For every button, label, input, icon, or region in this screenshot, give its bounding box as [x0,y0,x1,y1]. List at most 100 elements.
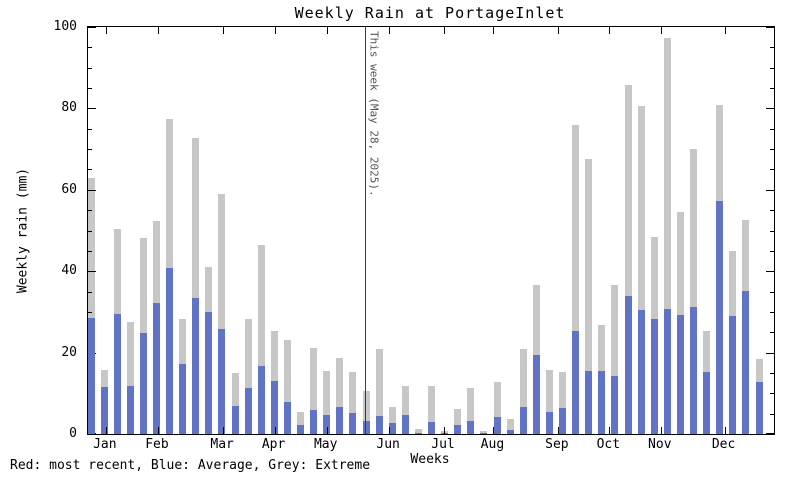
extreme-bar-week-32 [493,382,501,434]
month-label-jun: Jun [376,437,400,452]
y-tick [88,88,92,90]
y-tick [770,413,774,415]
month-tick [444,427,446,434]
y-tick [88,27,96,28]
average-bar-week-34 [519,406,527,434]
extreme-bar-week-16 [283,339,291,434]
month-label-feb: Feb [145,437,169,452]
average-bar-week-20 [336,406,344,434]
month-tick [157,27,159,34]
month-tick [493,27,495,34]
y-tick [766,433,774,434]
average-bar-week-50 [729,316,737,434]
average-bar-week-29 [454,425,462,434]
this-week-line [365,27,367,434]
average-bar-week-39 [585,370,593,434]
extreme-bar-week-20 [336,357,344,434]
extreme-bar-week-36 [545,369,553,434]
y-tick-label: 0 [69,426,77,441]
y-tick [770,210,774,212]
average-bar-week-25 [401,415,409,434]
month-tick [660,427,662,434]
y-tick [88,311,92,313]
month-tick [557,427,559,434]
extreme-bar-week-31 [480,431,488,434]
y-tick [88,67,92,69]
extreme-bar-week-39 [585,159,593,434]
y-tick [770,149,774,151]
month-tick [389,427,391,434]
average-bar-week-1 [87,318,95,434]
average-bar-week-6 [152,302,160,434]
month-tick [326,427,328,434]
average-bar-week-5 [139,332,147,434]
month-tick [557,27,559,34]
average-bar-week-45 [663,308,671,434]
average-bar-week-17 [297,425,305,434]
month-tick [326,27,328,34]
y-tick [88,47,92,49]
extreme-bar-week-27 [428,386,436,434]
extreme-bar-week-47 [690,148,697,434]
average-bar-week-9 [192,298,200,434]
average-bar-week-40 [598,370,606,434]
average-bar-week-51 [742,290,750,434]
average-bar-week-13 [244,387,252,434]
average-bar-week-44 [650,319,658,434]
y-tick [88,230,92,232]
extreme-bar-week-43 [637,106,645,434]
extreme-bar-week-1 [87,177,95,434]
average-bar-week-41 [611,375,619,434]
average-bar-week-35 [532,355,540,434]
extreme-bar-week-41 [611,284,619,434]
extreme-bar-week-29 [454,408,462,434]
y-tick-label: 20 [61,344,77,360]
y-tick [770,169,774,171]
month-tick [493,427,495,434]
legend-note: Red: most recent, Blue: Average, Grey: E… [10,458,371,473]
extreme-bar-week-26 [414,429,422,434]
extreme-bar-week-9 [192,138,200,434]
y-tick [770,393,774,395]
average-bar-week-11 [218,328,226,434]
month-label-sep: Sep [545,437,569,452]
average-bar-week-26 [414,432,422,434]
average-bar-week-46 [676,314,684,434]
y-tick [766,189,774,191]
extreme-bar-week-38 [572,124,580,434]
month-tick [157,427,159,434]
extreme-bar-week-42 [624,85,632,434]
month-label-jul: Jul [431,437,455,452]
y-tick [88,271,96,273]
month-label-dec: Dec [711,437,736,452]
average-bar-week-2 [100,386,108,434]
average-bar-week-15 [270,380,278,434]
y-tick [766,108,774,110]
y-tick [770,311,774,313]
month-label-nov: Nov [648,437,672,452]
extreme-bar-week-34 [519,349,527,434]
extreme-bar-week-14 [257,245,265,434]
month-tick [274,27,276,34]
y-tick [88,210,92,212]
extreme-bar-week-21 [349,372,357,434]
extreme-bar-week-19 [323,370,331,434]
average-bar-week-12 [231,406,239,434]
extreme-bar-week-30 [467,388,475,434]
month-tick [660,27,662,34]
y-tick-label: 80 [61,100,77,116]
y-tick [88,250,92,252]
y-tick-label: 40 [61,263,77,279]
month-label-apr: Apr [261,437,286,452]
extreme-bar-week-33 [506,418,514,434]
extreme-bar-week-45 [663,38,671,434]
extreme-bar-week-23 [375,348,383,434]
average-bar-week-27 [428,422,436,434]
average-bar-week-33 [506,430,514,434]
month-tick [223,27,225,34]
month-tick [609,27,611,34]
average-bar-week-48 [703,371,711,434]
extreme-bar-week-24 [388,406,396,434]
average-bar-week-47 [690,307,697,434]
